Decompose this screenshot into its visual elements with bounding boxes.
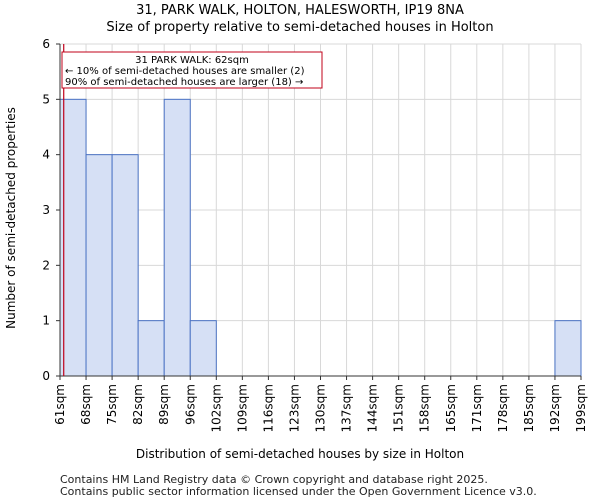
annotation-line-2: ← 10% of semi-detached houses are smalle… [65, 66, 305, 77]
x-tick-label: 178sqm [496, 384, 510, 432]
x-tick-label: 89sqm [157, 384, 171, 425]
annotation-line-3: 90% of semi-detached houses are larger (… [65, 77, 303, 88]
y-tick-label: 3 [42, 203, 50, 217]
footer-line-1: Contains HM Land Registry data © Crown c… [60, 473, 488, 486]
y-tick-label: 5 [42, 92, 50, 106]
annotation-line-1: 31 PARK WALK: 62sqm [135, 55, 249, 66]
x-axis-label: Distribution of semi-detached houses by … [136, 447, 464, 461]
y-tick-label: 4 [42, 148, 50, 162]
x-tick-label: 144sqm [366, 384, 380, 432]
y-tick-label: 2 [42, 258, 50, 272]
bar-82sqm [137, 320, 165, 377]
annotation-box: 31 PARK WALK: 62sqm ← 10% of semi-detach… [61, 51, 323, 89]
x-tick-label: 102sqm [209, 384, 223, 432]
x-tick-label: 165sqm [444, 384, 458, 432]
x-tick-label: 123sqm [287, 384, 301, 432]
chart-title: 31, PARK WALK, HOLTON, HALESWORTH, IP19 … [136, 3, 464, 18]
y-tick-label: 1 [42, 314, 50, 328]
bar-192sqm [554, 320, 582, 377]
x-tick-label: 130sqm [314, 384, 328, 432]
x-tick-label: 61sqm [53, 384, 67, 425]
bar-96sqm [189, 320, 217, 377]
x-tick-label: 109sqm [235, 384, 249, 432]
x-tick-label: 192sqm [548, 384, 562, 432]
x-tick-label: 151sqm [392, 384, 406, 432]
y-axis-label: Number of semi-detached properties [4, 107, 18, 329]
x-tick-label: 199sqm [574, 384, 588, 432]
bar-75sqm [111, 154, 139, 377]
x-tick-label: 158sqm [418, 384, 432, 432]
x-axis-ticks: 61sqm 68sqm 75sqm 82sqm 89sqm 96sqm 102sqm 109s… [53, 376, 588, 432]
y-tick-label: 6 [42, 37, 50, 51]
y-tick-label: 0 [42, 369, 50, 383]
x-tick-label: 185sqm [522, 384, 536, 432]
x-tick-label: 137sqm [340, 384, 354, 432]
bar-68sqm [85, 154, 113, 377]
footer-line-2: Contains public sector information licen… [60, 485, 537, 498]
bars [59, 98, 582, 377]
x-tick-label: 116sqm [261, 384, 275, 432]
x-tick-label: 68sqm [79, 384, 93, 425]
y-axis-ticks: 0 1 2 3 4 5 6 [42, 37, 60, 383]
x-tick-label: 82sqm [131, 384, 145, 425]
x-tick-label: 96sqm [183, 384, 197, 425]
x-tick-label: 75sqm [105, 384, 119, 425]
chart-subtitle: Size of property relative to semi-detach… [106, 20, 494, 35]
bar-89sqm [163, 98, 191, 377]
x-tick-label: 171sqm [470, 384, 484, 432]
